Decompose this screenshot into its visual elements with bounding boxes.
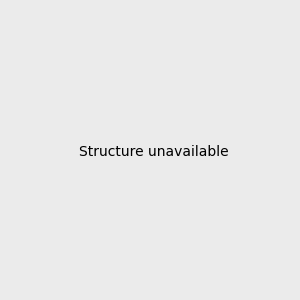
- Text: Structure unavailable: Structure unavailable: [79, 145, 229, 158]
